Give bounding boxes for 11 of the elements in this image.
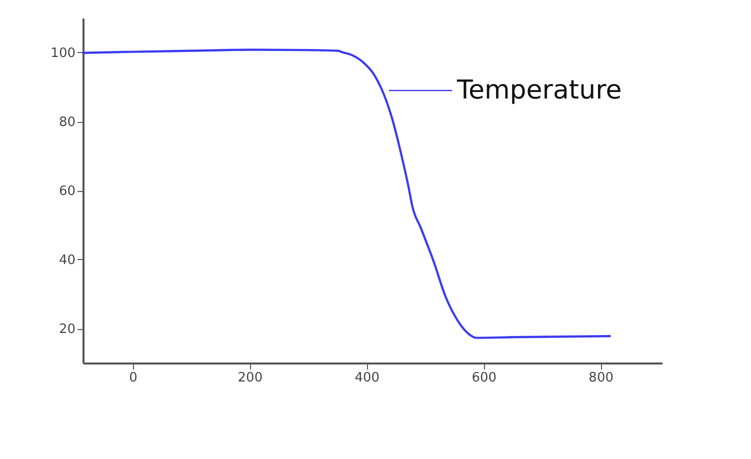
x-tick-label: 400: [354, 370, 380, 386]
x-tick-label: 0: [129, 370, 138, 386]
x-tick-label: 200: [238, 370, 263, 386]
y-tick-label: 40: [58, 253, 76, 268]
y-tick-label: 100: [50, 46, 76, 61]
y-tick-label: 60: [58, 184, 76, 199]
legend-label: Temperature: [456, 76, 622, 106]
y-tick-label: 80: [58, 115, 76, 130]
x-tick-label: 800: [588, 370, 614, 386]
x-tick-label: 600: [472, 370, 497, 386]
y-tick-label: 20: [58, 322, 76, 337]
